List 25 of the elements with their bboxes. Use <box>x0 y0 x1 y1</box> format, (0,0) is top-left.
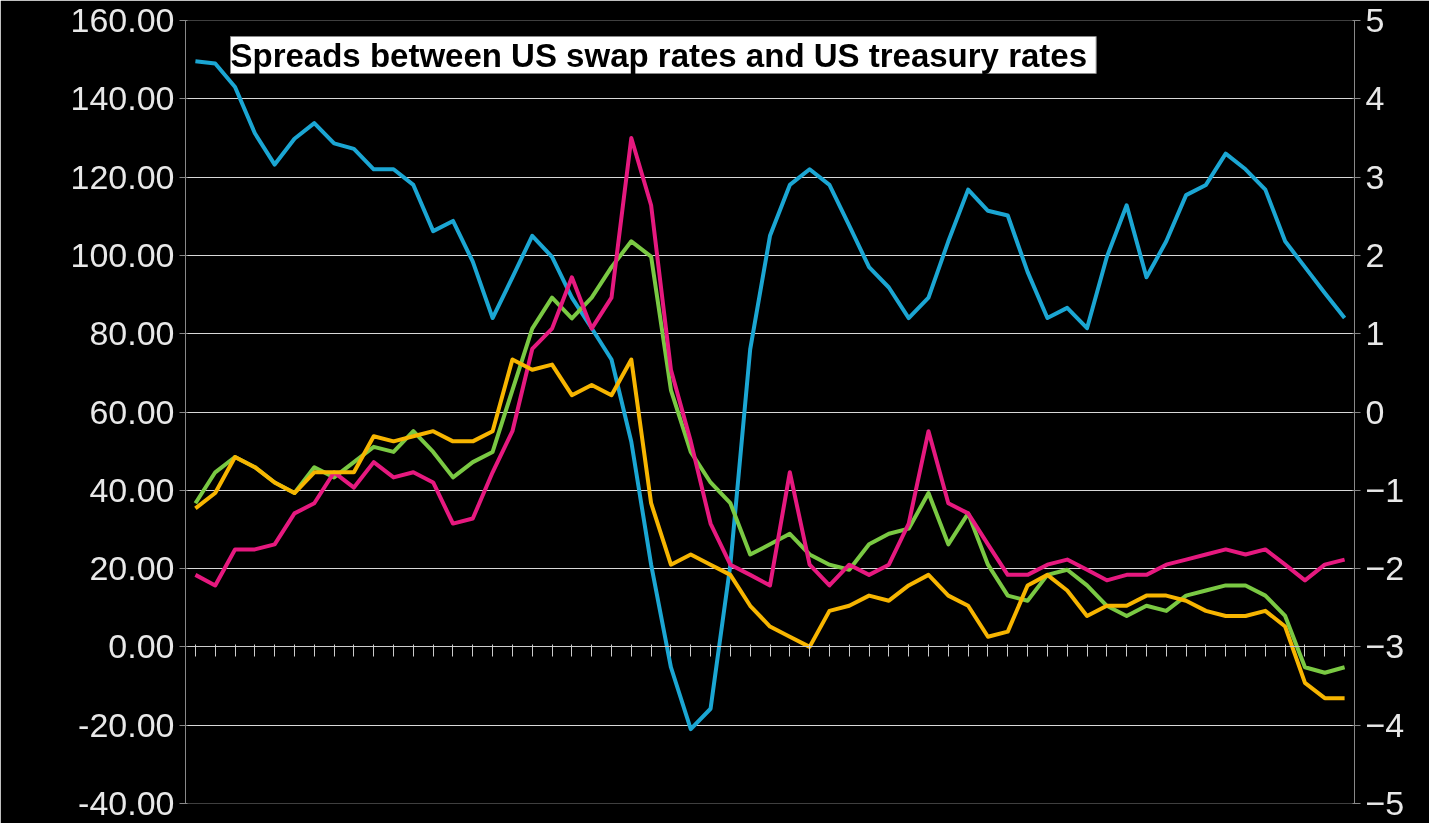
y2-tick-label: 2 <box>1365 235 1385 274</box>
y2-tick-label: 4 <box>1365 79 1385 118</box>
line-series <box>193 357 1347 701</box>
y-tick-label: 20.00 <box>89 549 175 588</box>
y-tick-label: 80.00 <box>89 314 175 353</box>
text: Spreads between US swap rates and US treasury rates <box>230 36 1088 74</box>
y2-tick-label: −5 <box>1365 784 1405 822</box>
y2-tick-label: −4 <box>1365 705 1405 744</box>
y2-tick-label: −3 <box>1365 627 1405 666</box>
y-tick-label: 40.00 <box>89 470 175 509</box>
y2-tick-label: 1 <box>1365 314 1385 353</box>
y-tick-label: 100.00 <box>70 235 175 274</box>
y-tick-label: 0.00 <box>108 627 175 666</box>
line-series <box>193 135 1347 588</box>
y2-tick-label: −2 <box>1365 549 1405 588</box>
y-tick-label: 160.00 <box>70 1 175 39</box>
y2-tick-label: 0 <box>1365 392 1385 431</box>
y2-tick-label: 5 <box>1365 1 1385 39</box>
y-tick-label: 60.00 <box>89 392 175 431</box>
y2-tick-label: 3 <box>1365 157 1385 196</box>
y-tick-label: -40.00 <box>78 784 175 822</box>
y2-tick-label: −1 <box>1365 470 1405 509</box>
y-tick-label: 140.00 <box>70 79 175 118</box>
y-tick-label: -20.00 <box>78 705 175 744</box>
y-tick-label: 120.00 <box>70 157 175 196</box>
